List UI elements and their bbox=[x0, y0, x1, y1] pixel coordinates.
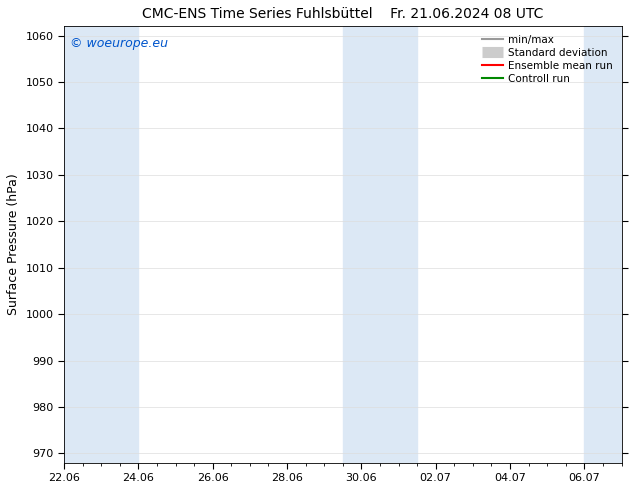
Legend: min/max, Standard deviation, Ensemble mean run, Controll run: min/max, Standard deviation, Ensemble me… bbox=[479, 31, 616, 87]
Title: CMC-ENS Time Series Fuhlsbüttel    Fr. 21.06.2024 08 UTC: CMC-ENS Time Series Fuhlsbüttel Fr. 21.0… bbox=[142, 7, 543, 21]
Bar bbox=[343, 26, 417, 463]
Bar bbox=[64, 26, 138, 463]
Text: © woeurope.eu: © woeurope.eu bbox=[70, 37, 167, 50]
Bar bbox=[585, 26, 621, 463]
Y-axis label: Surface Pressure (hPa): Surface Pressure (hPa) bbox=[7, 173, 20, 316]
